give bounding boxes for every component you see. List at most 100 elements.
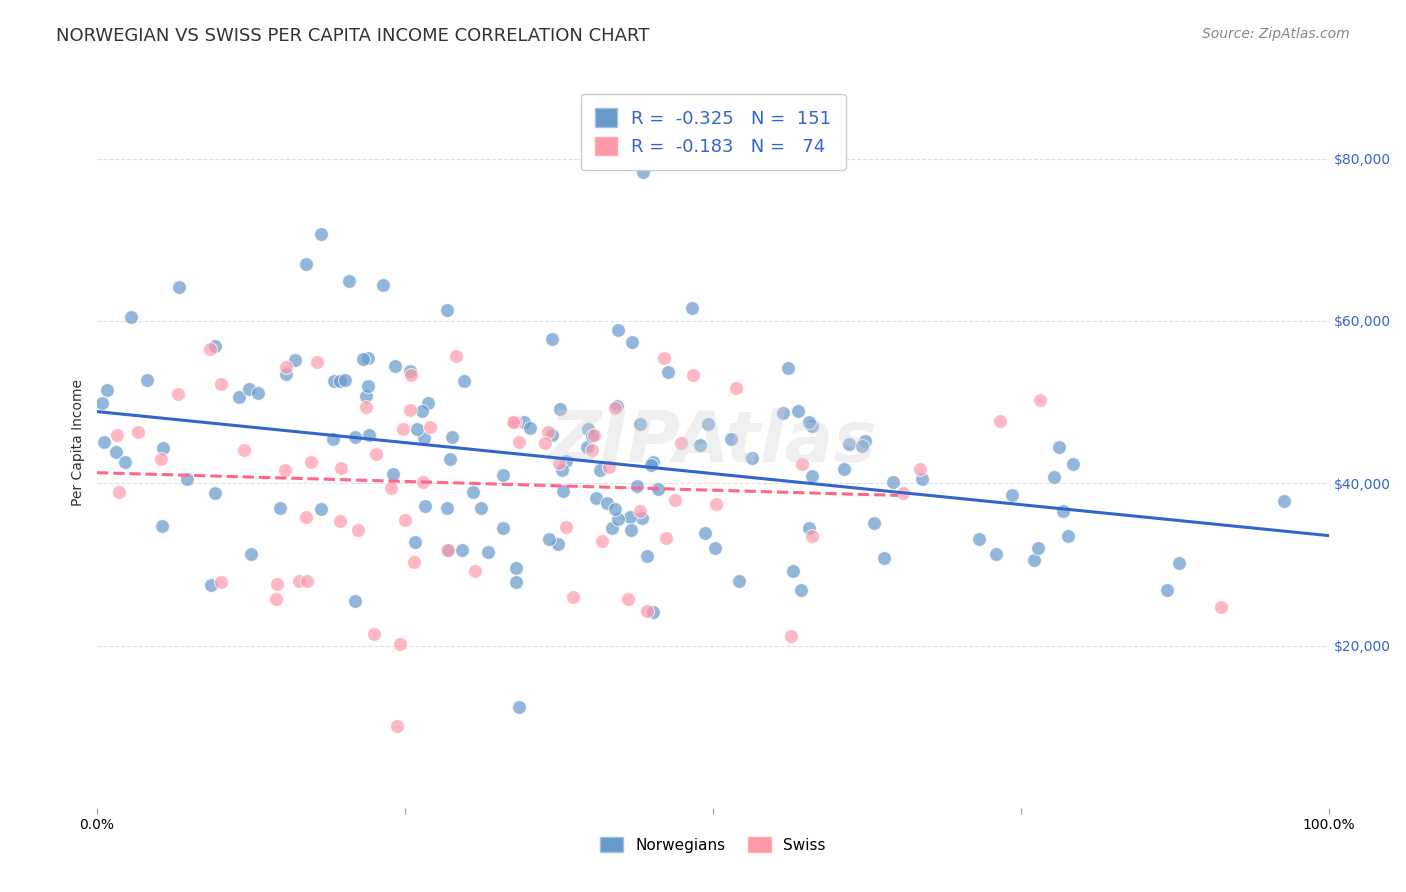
Point [436, 542, 458, 557]
Point [561, 591, 583, 605]
Point [853, 434, 876, 448]
Point [636, 604, 658, 618]
Point [621, 334, 644, 349]
Point [797, 415, 820, 429]
Point [652, 351, 675, 366]
Point [198, 343, 221, 357]
Point [411, 404, 433, 418]
Point [419, 419, 441, 434]
Point [401, 368, 423, 383]
Point [329, 374, 352, 388]
Point [741, 451, 763, 466]
Point [630, 504, 652, 518]
Point [34, 491, 56, 505]
Point [1029, 393, 1052, 408]
Point [114, 455, 136, 469]
Point [344, 594, 367, 608]
Point [297, 574, 319, 588]
Point [776, 361, 799, 376]
Point [451, 542, 474, 557]
Point [299, 455, 322, 469]
Point [150, 519, 173, 533]
Point [505, 574, 527, 589]
Point [152, 441, 174, 455]
Point [149, 452, 172, 467]
Point [704, 541, 727, 555]
Point [274, 367, 297, 381]
Point [491, 521, 513, 535]
Point [284, 353, 307, 368]
Point [598, 459, 620, 474]
Point [266, 591, 288, 606]
Point [689, 438, 711, 452]
Point [1042, 469, 1064, 483]
Point [606, 399, 628, 413]
Point [384, 359, 406, 373]
Point [555, 454, 578, 468]
Point [104, 444, 127, 458]
Point [988, 414, 1011, 428]
Point [603, 501, 626, 516]
Point [413, 431, 436, 445]
Point [863, 516, 886, 530]
Point [209, 377, 232, 392]
Point [13, 450, 35, 464]
Point [364, 447, 387, 461]
Point [596, 496, 619, 510]
Point [697, 417, 720, 432]
Text: Source: ZipAtlas.com: Source: ZipAtlas.com [1202, 27, 1350, 41]
Point [439, 451, 461, 466]
Point [322, 432, 344, 446]
Point [238, 382, 260, 396]
Point [404, 535, 426, 549]
Point [1211, 600, 1233, 615]
Point [616, 591, 638, 606]
Point [787, 403, 810, 417]
Point [626, 479, 648, 493]
Point [682, 368, 704, 382]
Text: ZIPAtlas: ZIPAtlas [548, 409, 877, 477]
Point [695, 526, 717, 541]
Point [728, 574, 751, 588]
Point [363, 626, 385, 640]
Point [780, 629, 803, 643]
Point [294, 257, 316, 271]
Point [1052, 504, 1074, 518]
Point [232, 442, 254, 457]
Point [176, 472, 198, 486]
Point [512, 415, 534, 429]
Point [800, 529, 823, 543]
Point [541, 332, 564, 346]
Point [801, 418, 824, 433]
Point [204, 339, 226, 353]
Point [381, 467, 404, 482]
Point [655, 531, 678, 545]
Point [508, 700, 530, 714]
Point [406, 422, 429, 436]
Point [772, 406, 794, 420]
Point [519, 421, 541, 435]
Point [274, 463, 297, 477]
Point [347, 523, 370, 537]
Point [413, 499, 436, 513]
Point [537, 425, 560, 439]
Point [537, 532, 560, 546]
Point [105, 428, 128, 442]
Point [508, 435, 530, 450]
Point [464, 564, 486, 578]
Point [891, 486, 914, 500]
Point [436, 500, 458, 515]
Point [792, 457, 814, 471]
Point [209, 574, 232, 589]
Point [606, 512, 628, 526]
Point [25, 393, 48, 408]
Point [329, 514, 352, 528]
Point [631, 165, 654, 179]
Point [343, 430, 366, 444]
Point [329, 460, 352, 475]
Point [873, 551, 896, 566]
Point [295, 510, 318, 524]
Point [581, 429, 603, 443]
Point [392, 422, 415, 436]
Point [269, 500, 291, 515]
